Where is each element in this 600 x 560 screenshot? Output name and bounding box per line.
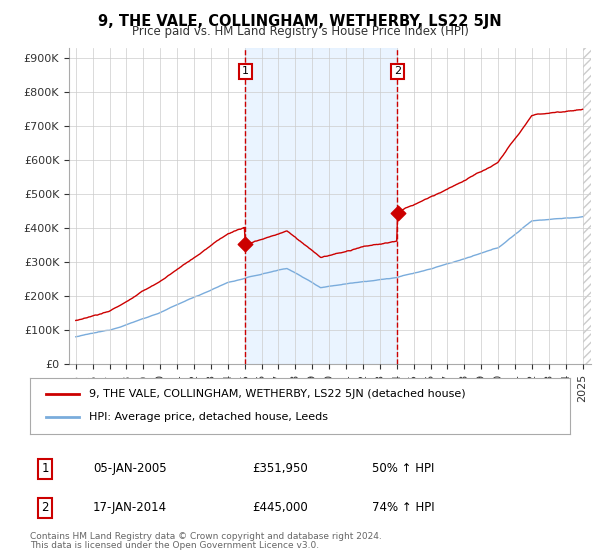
Text: 17-JAN-2014: 17-JAN-2014 (93, 501, 167, 515)
Point (393, 208, 403, 217)
Bar (245, 48, 397, 364)
Bar (583, 48, 591, 364)
Text: Price paid vs. HM Land Registry's House Price Index (HPI): Price paid vs. HM Land Registry's House … (131, 25, 469, 38)
Text: 9, THE VALE, COLLINGHAM, WETHERBY, LS22 5JN: 9, THE VALE, COLLINGHAM, WETHERBY, LS22 … (98, 14, 502, 29)
Text: 2: 2 (394, 67, 401, 76)
Text: 50% ↑ HPI: 50% ↑ HPI (372, 462, 434, 475)
Text: 74% ↑ HPI: 74% ↑ HPI (372, 501, 434, 515)
Text: 2: 2 (41, 501, 49, 515)
Text: 9, THE VALE, COLLINGHAM, WETHERBY, LS22 5JN (detached house): 9, THE VALE, COLLINGHAM, WETHERBY, LS22 … (89, 389, 466, 399)
Text: This data is licensed under the Open Government Licence v3.0.: This data is licensed under the Open Gov… (30, 541, 319, 550)
Text: HPI: Average price, detached house, Leeds: HPI: Average price, detached house, Leed… (89, 412, 328, 422)
Text: 05-JAN-2005: 05-JAN-2005 (93, 462, 167, 475)
Point (241, 240, 250, 249)
Text: 1: 1 (41, 462, 49, 475)
Bar (583, 48, 591, 364)
Text: Contains HM Land Registry data © Crown copyright and database right 2024.: Contains HM Land Registry data © Crown c… (30, 532, 382, 541)
Text: £445,000: £445,000 (252, 501, 308, 515)
Text: 1: 1 (242, 67, 249, 76)
Text: £351,950: £351,950 (252, 462, 308, 475)
